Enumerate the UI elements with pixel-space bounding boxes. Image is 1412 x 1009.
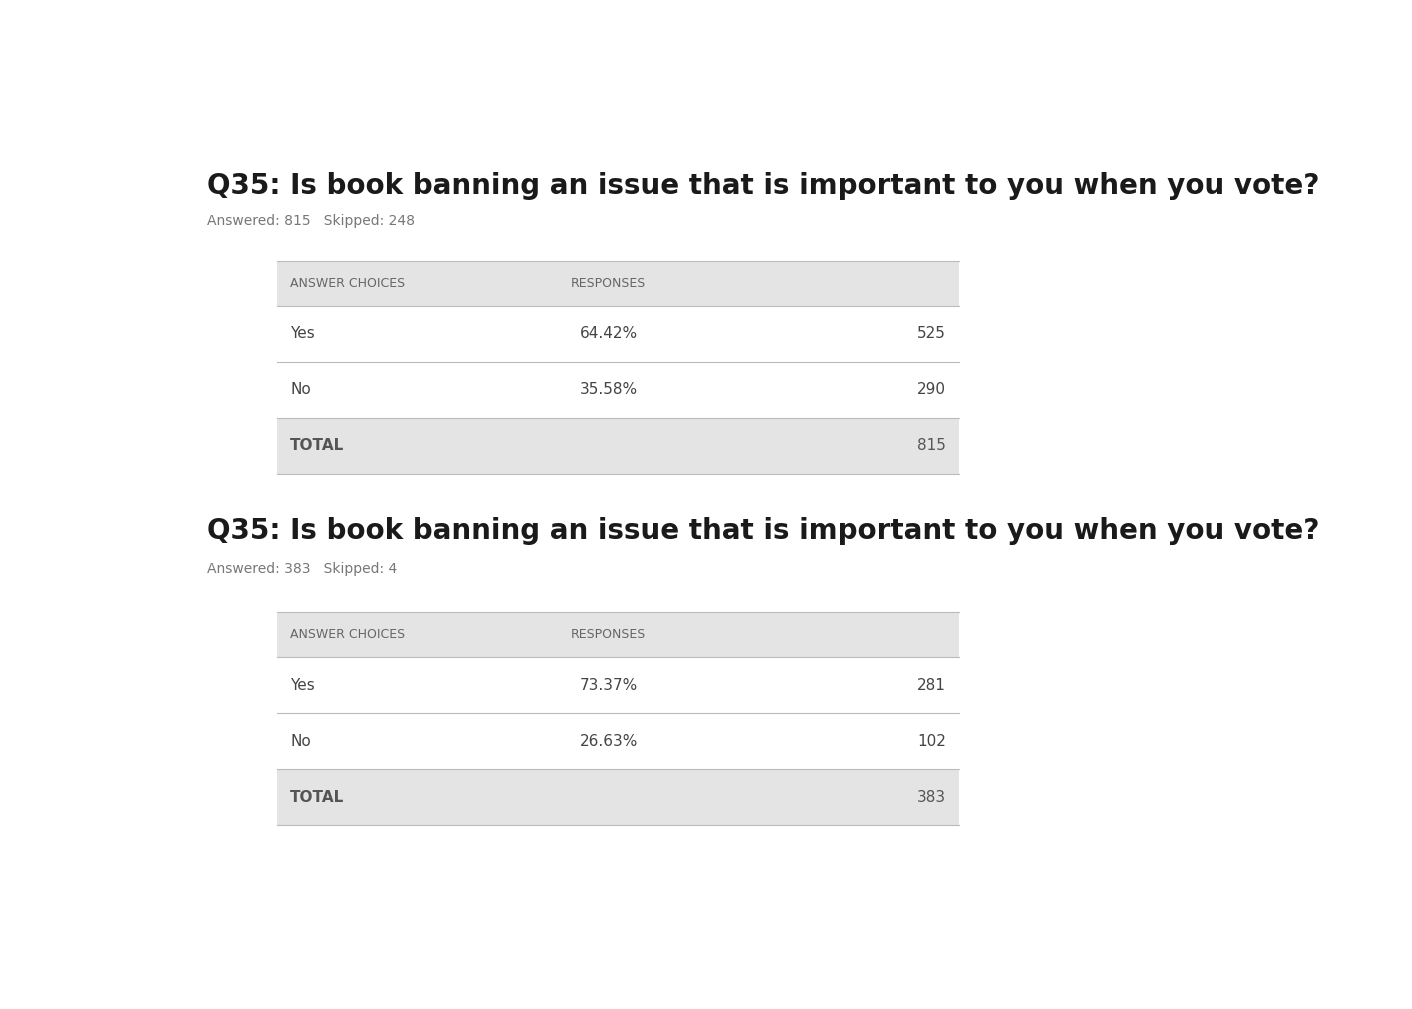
Text: RESPONSES: RESPONSES xyxy=(570,276,647,290)
Text: Yes: Yes xyxy=(291,327,315,341)
Text: ANSWER CHOICES: ANSWER CHOICES xyxy=(291,276,405,290)
Text: Q35: Is book banning an issue that is important to you when you vote?: Q35: Is book banning an issue that is im… xyxy=(208,172,1320,200)
Bar xyxy=(277,713,959,769)
Text: 383: 383 xyxy=(916,789,946,804)
Text: Q35: Is book banning an issue that is important to you when you vote?: Q35: Is book banning an issue that is im… xyxy=(208,517,1320,545)
Text: 73.37%: 73.37% xyxy=(579,678,638,692)
Bar xyxy=(277,612,959,657)
Bar xyxy=(277,362,959,418)
Text: ANSWER CHOICES: ANSWER CHOICES xyxy=(291,629,405,641)
Text: Yes: Yes xyxy=(291,678,315,692)
Text: TOTAL: TOTAL xyxy=(291,789,345,804)
Text: RESPONSES: RESPONSES xyxy=(570,629,647,641)
Text: No: No xyxy=(291,382,311,398)
Bar xyxy=(277,418,959,474)
Text: No: No xyxy=(291,734,311,749)
Text: 815: 815 xyxy=(916,438,946,453)
Text: 64.42%: 64.42% xyxy=(580,327,638,341)
Text: Answered: 815   Skipped: 248: Answered: 815 Skipped: 248 xyxy=(208,214,415,228)
Bar xyxy=(277,657,959,713)
Bar xyxy=(277,306,959,362)
Text: 290: 290 xyxy=(916,382,946,398)
Text: Answered: 383   Skipped: 4: Answered: 383 Skipped: 4 xyxy=(208,562,397,575)
Text: 281: 281 xyxy=(916,678,946,692)
Text: 35.58%: 35.58% xyxy=(580,382,638,398)
Text: 26.63%: 26.63% xyxy=(579,734,638,749)
Text: 525: 525 xyxy=(916,327,946,341)
Text: 102: 102 xyxy=(916,734,946,749)
Bar xyxy=(277,769,959,825)
Text: TOTAL: TOTAL xyxy=(291,438,345,453)
Bar xyxy=(277,261,959,306)
